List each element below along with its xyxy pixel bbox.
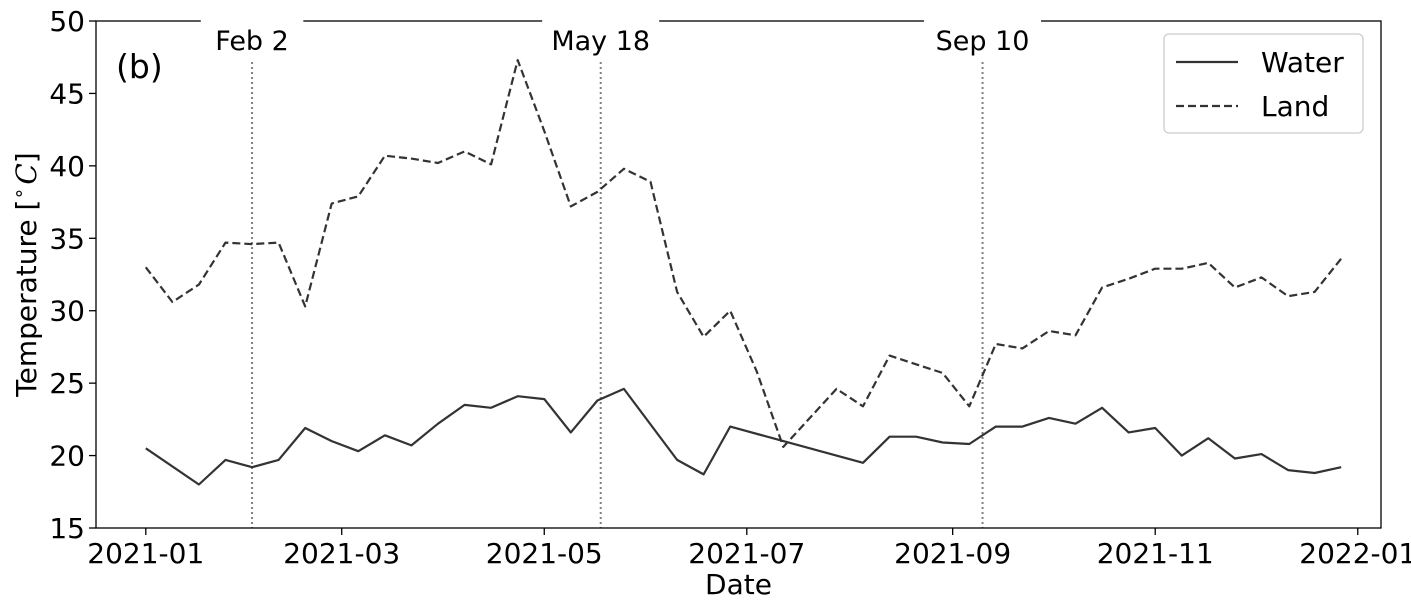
x-tick-label: 2022-01	[1299, 537, 1411, 570]
x-axis-title: Date	[705, 568, 772, 601]
x-tick-label: 2021-03	[283, 537, 400, 570]
y-tick-label: 45	[49, 77, 85, 110]
legend: Water Land	[1163, 33, 1364, 134]
y-tick-label: 50	[49, 5, 85, 38]
y-axis-title: Temperature [∘C]	[8, 152, 43, 397]
plot-frame	[95, 20, 1382, 529]
legend-label-land: Land	[1261, 90, 1329, 123]
series-line-water	[145, 387, 1342, 486]
x-tick-label: 2021-11	[1097, 537, 1214, 570]
y-tick-label: 15	[49, 512, 85, 545]
series-line-land	[144, 58, 1343, 448]
event-label: Sep 10	[936, 26, 1030, 57]
event-label-box	[924, 16, 1042, 60]
x-tick-label: 2021-07	[688, 537, 805, 570]
x-tick-label: 2021-05	[486, 537, 603, 570]
y-tick-label: 25	[49, 367, 85, 400]
y-tick-label: 30	[49, 295, 85, 328]
series-lines	[144, 58, 1343, 486]
y-tick-label: 20	[49, 440, 85, 473]
legend-label-water: Water	[1261, 46, 1344, 79]
x-tick-label: 2021-01	[87, 537, 204, 570]
event-label: May 18	[551, 26, 650, 57]
axes: 15 20 25 30 35 40 45 50 2021-01 2021-03 2021-05 202…	[49, 5, 1411, 570]
y-tick-label: 40	[49, 150, 85, 183]
y-tick-label: 35	[49, 222, 85, 255]
event-markers	[251, 62, 984, 528]
event-label: Feb 2	[215, 26, 289, 57]
event-labels: Feb 2 May 18 Sep 10	[200, 16, 1042, 60]
x-tick-label: 2021-09	[894, 537, 1011, 570]
event-label-box	[542, 16, 660, 60]
panel-label: (b)	[116, 47, 163, 86]
legend-box	[1163, 33, 1364, 134]
event-label-box	[200, 16, 304, 60]
